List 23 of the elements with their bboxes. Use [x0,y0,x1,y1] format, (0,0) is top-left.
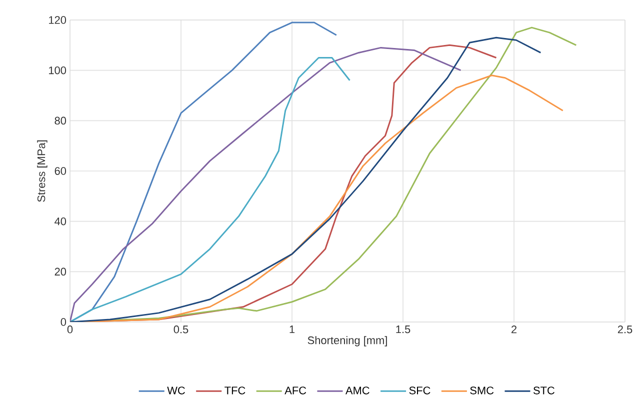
y-tick-label: 40 [54,217,66,226]
x-tick-label: 0.5 [174,326,188,334]
legend-label: AFC [284,386,306,394]
y-tick-label: 80 [54,116,66,125]
x-tick-label: 2.5 [618,326,632,334]
x-tick-label: 0 [67,326,73,334]
x-axis-title: Shortening [mm] [308,336,387,346]
y-tick-label: 0 [60,318,66,326]
x-tick-label: 2 [512,326,517,334]
y-axis-title: Stress [MPa] [37,140,48,202]
legend-label: WC [167,386,185,394]
legend-label: TFC [224,386,246,394]
legend-label: STC [533,386,554,394]
line-series [70,57,350,322]
y-tick-label: 20 [54,268,66,276]
y-tick-label: 120 [49,16,66,24]
x-tick-label: 1.5 [396,326,410,334]
y-tick-label: 60 [54,167,66,175]
legend-label: SFC [409,386,430,394]
legend-label: SMC [470,386,494,394]
x-tick-label: 1 [290,326,295,334]
legend-label: AMC [345,386,370,394]
y-tick-label: 100 [49,66,66,74]
